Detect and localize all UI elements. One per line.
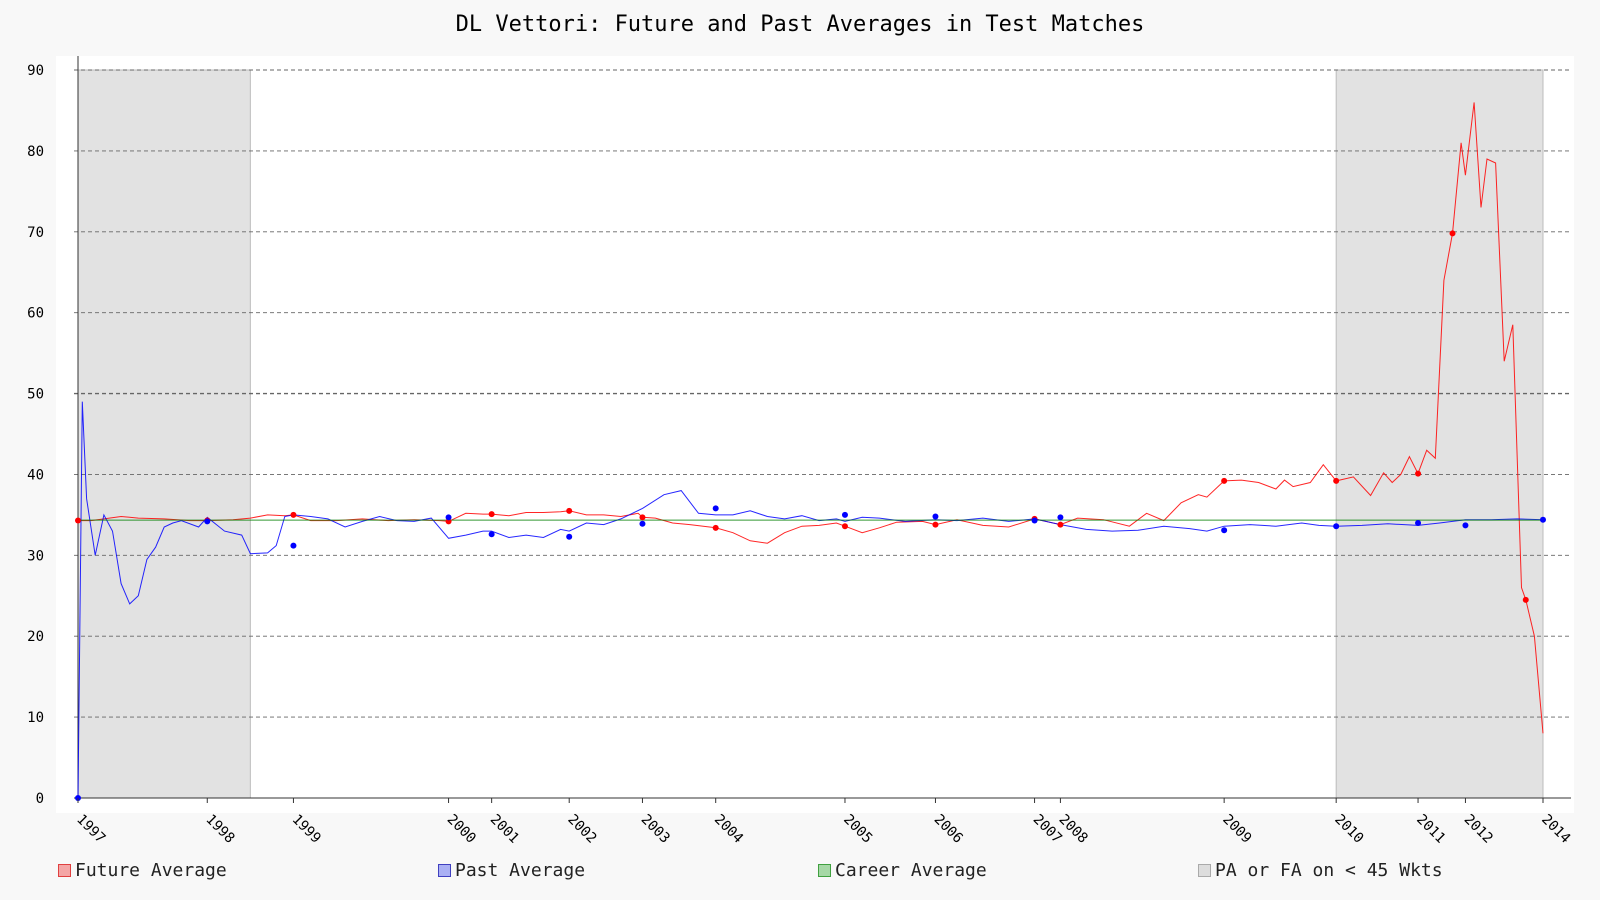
- plot-background: [56, 56, 1574, 813]
- marker-past-average: [1540, 516, 1546, 523]
- marker-past-average: [1031, 517, 1038, 524]
- legend-item-low-wickets: PA or FA on < 45 Wkts: [1198, 860, 1443, 881]
- y-tick-label: 20: [27, 629, 44, 645]
- marker-future-average: [1522, 596, 1529, 603]
- legend-item-future-average: Future Average: [58, 860, 227, 881]
- marker-past-average: [639, 520, 646, 527]
- marker-future-average: [75, 517, 81, 524]
- y-tick-label: 50: [27, 387, 44, 403]
- marker-future-average: [712, 524, 719, 531]
- x-tick-label: 2012: [1461, 812, 1496, 847]
- x-tick-label: 2004: [711, 812, 746, 847]
- marker-past-average: [1415, 519, 1422, 526]
- marker-past-average: [290, 542, 297, 549]
- legend: Future Average Past Average Career Avera…: [0, 860, 1600, 884]
- legend-label: Future Average: [75, 860, 227, 881]
- legend-swatch-past-icon: [438, 864, 451, 877]
- marker-past-average: [932, 513, 939, 520]
- shaded-region: [77, 69, 251, 799]
- x-tick-label: 2003: [638, 812, 673, 847]
- marker-past-average: [712, 505, 719, 512]
- marker-past-average: [488, 531, 495, 538]
- marker-past-average: [445, 514, 452, 521]
- marker-past-average: [1462, 522, 1469, 529]
- x-tick-label: 2005: [840, 812, 875, 847]
- x-tick-label: 1998: [202, 812, 237, 847]
- x-tick-label: 2010: [1331, 812, 1366, 847]
- legend-item-career-average: Career Average: [818, 860, 987, 881]
- axes: [74, 56, 1571, 799]
- x-tick-label: 1997: [73, 812, 108, 847]
- series-line-past-average: [77, 401, 1544, 799]
- x-tick-label: 2014: [1538, 812, 1573, 847]
- legend-swatch-shade-icon: [1198, 864, 1211, 877]
- x-tick-label: 2008: [1056, 812, 1091, 847]
- marker-future-average: [290, 511, 297, 518]
- marker-future-average: [1449, 230, 1456, 237]
- x-tick-label: 2002: [564, 812, 599, 847]
- y-tick-label: 60: [27, 306, 44, 322]
- marker-future-average: [488, 511, 495, 518]
- y-tick-label: 30: [27, 548, 44, 564]
- x-tick-label: 2011: [1413, 812, 1448, 847]
- legend-label: PA or FA on < 45 Wkts: [1215, 860, 1443, 881]
- marker-future-average: [841, 523, 848, 530]
- marker-future-average: [1221, 477, 1228, 484]
- legend-label: Career Average: [835, 860, 987, 881]
- marker-future-average: [1333, 477, 1340, 484]
- marker-future-average: [639, 514, 646, 521]
- marker-future-average: [932, 521, 939, 528]
- marker-past-average: [1057, 514, 1064, 521]
- x-tick-label: 2006: [931, 812, 966, 847]
- y-tick-labels: 0 10 20 30 40 50 60 70 80 90: [27, 63, 44, 807]
- marker-past-average: [1333, 523, 1340, 530]
- chart-title: DL Vettori: Future and Past Averages in …: [455, 12, 1145, 37]
- legend-swatch-career-icon: [818, 864, 831, 877]
- x-tick-label: 2007: [1030, 812, 1065, 847]
- y-tick-label: 70: [27, 225, 44, 241]
- x-tick-label: 1999: [289, 812, 324, 847]
- x-tick-label: 2000: [444, 812, 479, 847]
- x-tick-label: 2009: [1219, 812, 1254, 847]
- y-tick-label: 90: [27, 63, 44, 79]
- marker-past-average: [841, 511, 848, 518]
- shaded-region: [1335, 69, 1544, 799]
- series-markers: [75, 230, 1546, 801]
- marker-past-average: [204, 518, 211, 525]
- y-tick-label: 10: [27, 710, 44, 726]
- legend-label: Past Average: [455, 860, 586, 881]
- series-lines: [77, 102, 1544, 799]
- marker-past-average: [566, 533, 573, 540]
- legend-item-past-average: Past Average: [438, 860, 585, 881]
- x-tick-label: 2001: [487, 812, 522, 847]
- y-tick-label: 40: [27, 467, 44, 483]
- y-tick-label: 0: [36, 791, 44, 807]
- marker-past-average: [1221, 527, 1228, 534]
- y-gridlines: [74, 69, 1571, 718]
- legend-swatch-future-icon: [58, 864, 71, 877]
- marker-future-average: [1057, 521, 1064, 528]
- y-tick-label: 80: [27, 144, 44, 160]
- shaded-regions: [77, 69, 1544, 799]
- marker-future-average: [566, 507, 573, 514]
- marker-future-average: [1415, 470, 1422, 477]
